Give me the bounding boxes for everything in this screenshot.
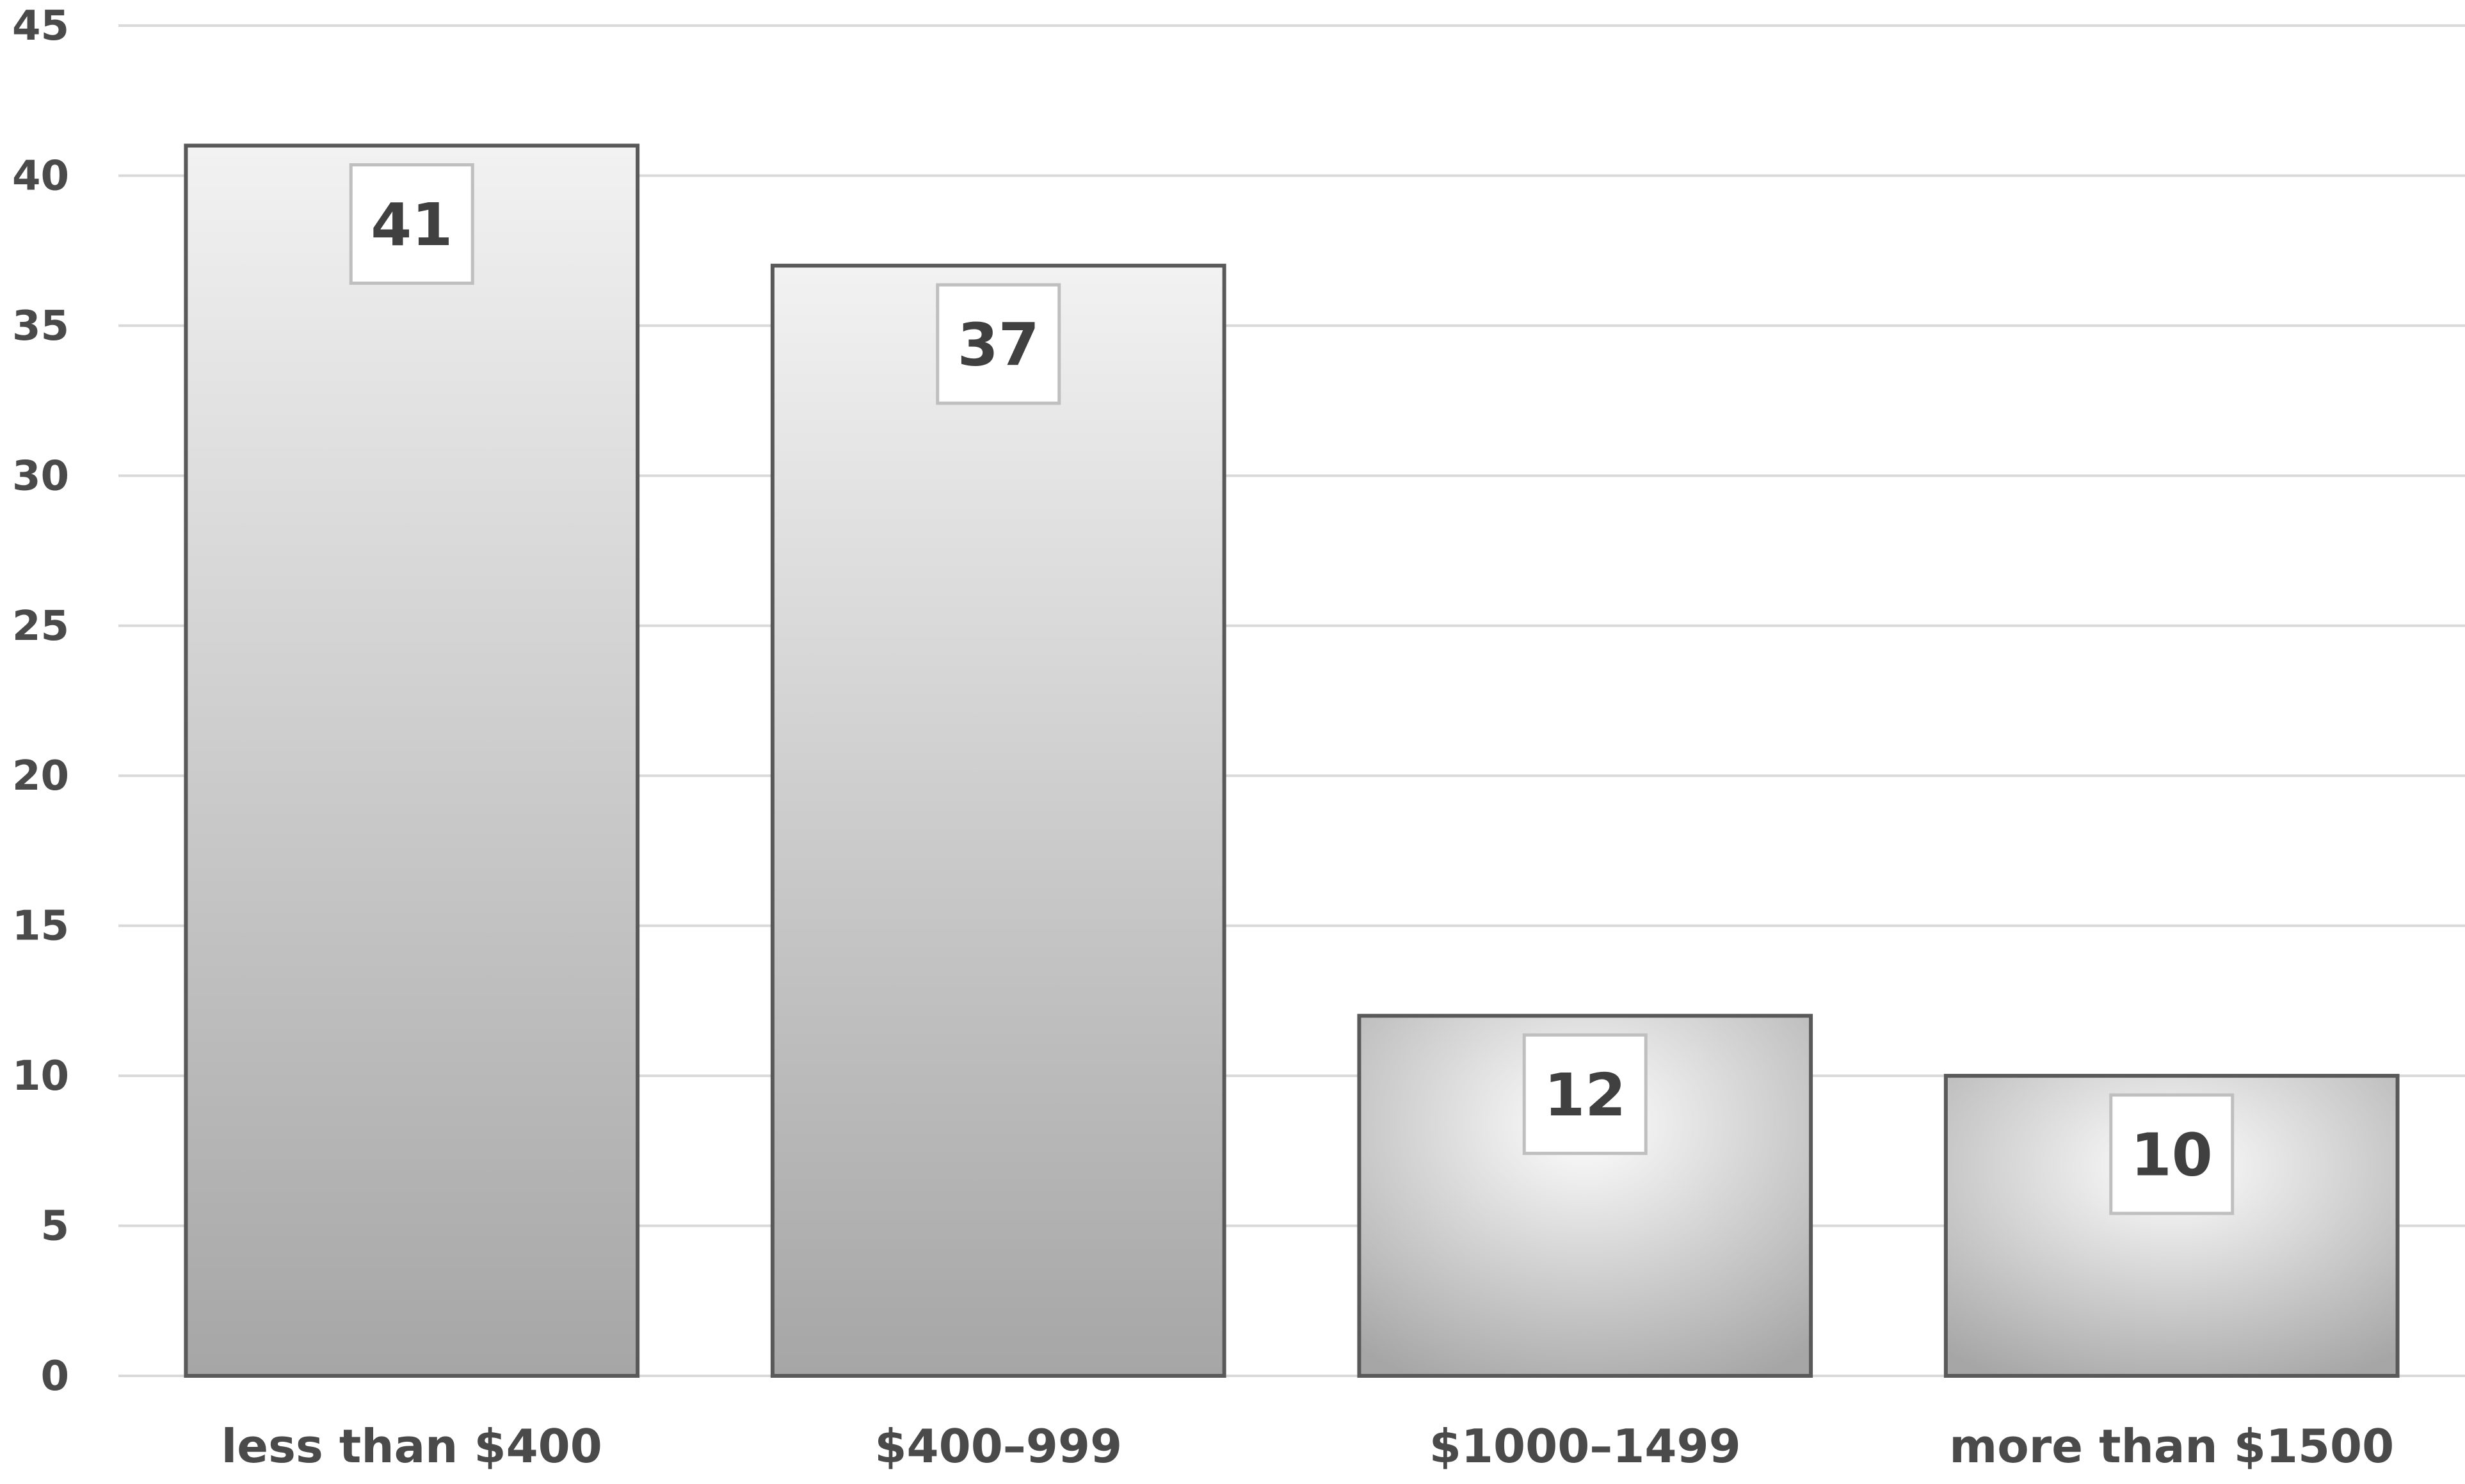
data-label: 10 [2131,1121,2213,1190]
y-tick-label: 10 [12,1053,69,1100]
x-axis-categories: less than $400 $400–999 $1000–1499 more tha… [221,1419,2395,1473]
x-category-label: $1000–1499 [1429,1419,1741,1473]
data-label-box [349,163,474,285]
y-tick-label: 15 [12,903,69,950]
x-category-label: less than $400 [221,1419,602,1473]
data-label: 37 [958,311,1040,379]
data-label: 12 [1544,1061,1626,1129]
data-label-box [936,283,1061,405]
y-tick-label: 35 [12,303,69,350]
y-tick-label: 30 [12,452,69,500]
y-tick-label: 25 [12,603,69,650]
bar [770,264,1226,1378]
data-labels: 41 37 12 10 [349,163,2235,1215]
y-tick-label: 0 [40,1353,69,1400]
y-tick-label: 5 [40,1203,69,1250]
bars [184,143,2400,1378]
y-tick-label: 20 [12,753,69,800]
data-label-box [1522,1033,1648,1155]
bar [184,143,640,1378]
y-tick-label: 40 [12,152,69,200]
x-category-label: more than $1500 [1949,1419,2394,1473]
y-axis-ticks: 0 5 10 15 20 25 30 35 40 45 [12,3,69,1400]
data-label: 41 [371,191,453,259]
y-tick-label: 45 [12,3,69,50]
x-category-label: $400–999 [874,1419,1122,1473]
data-label-box [2109,1093,2235,1215]
